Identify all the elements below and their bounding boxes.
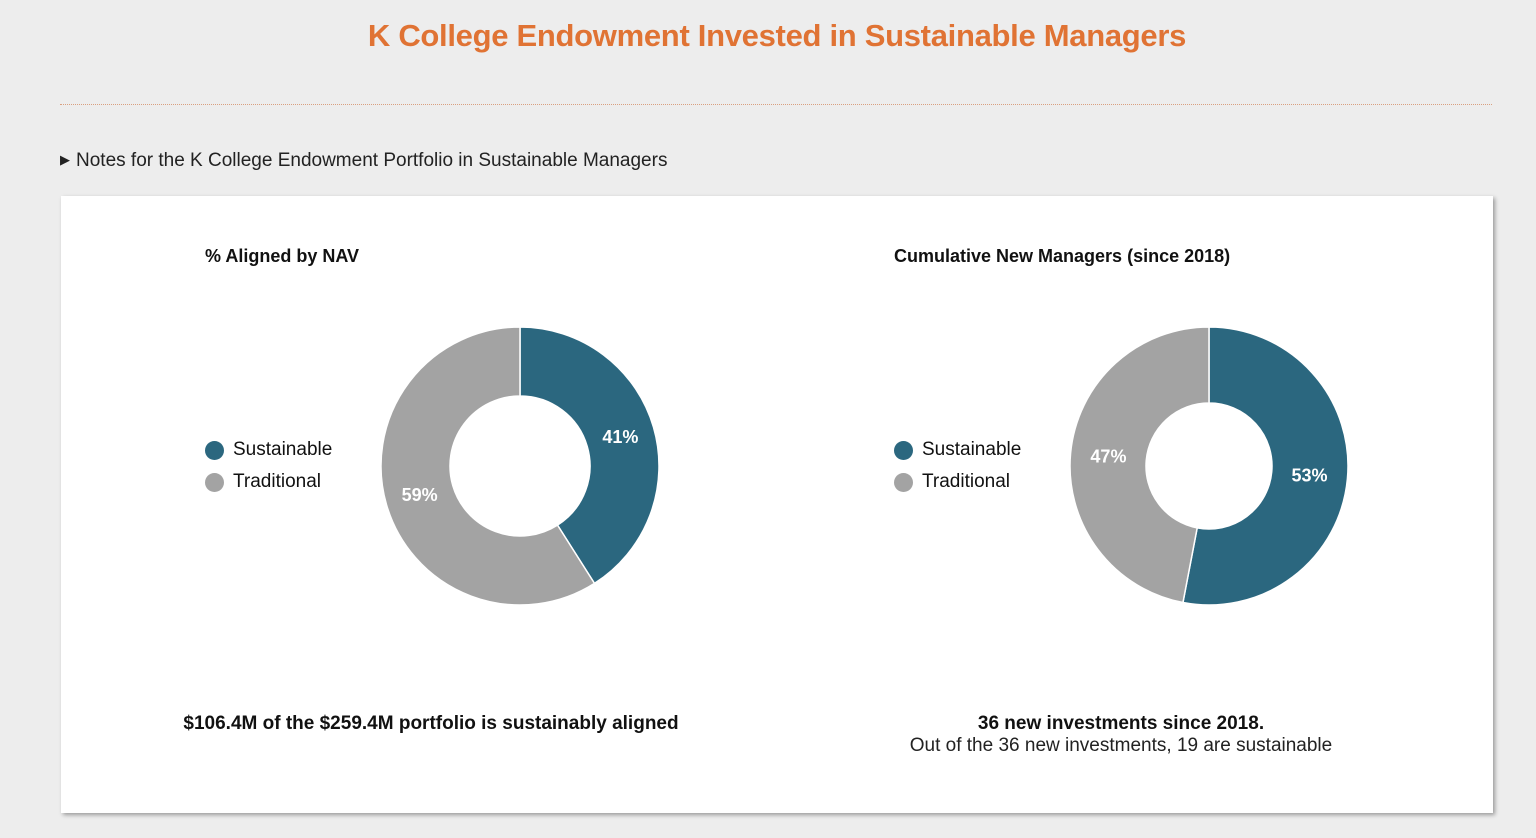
- legend-dot-icon: [205, 472, 224, 492]
- notes-disclosure[interactable]: ▶ Notes for the K College Endowment Portf…: [60, 150, 667, 172]
- notes-label: Notes for the K College Endowment Portfo…: [76, 150, 668, 171]
- legend-label: Traditional: [233, 471, 322, 492]
- legend-item-traditional[interactable]: Traditional: [894, 466, 1021, 498]
- footer-managers: 36 new investments since 2018. Out of th…: [821, 713, 1421, 757]
- footer-nav: $106.4M of the $259.4M portfolio is sust…: [121, 713, 741, 735]
- legend-dot-icon: [894, 472, 913, 492]
- donut-slice-traditional[interactable]: [380, 326, 596, 606]
- legend-item-traditional[interactable]: Traditional: [205, 466, 332, 498]
- donut-charts: 41% 59% 53% 47%: [380, 326, 1349, 606]
- legend-label: Sustainable: [233, 439, 333, 460]
- legend-dot-icon: [205, 440, 224, 460]
- page-title: K College Endowment Invested in Sustaina…: [367, 18, 1187, 53]
- legend-item-sustainable[interactable]: Sustainable: [894, 434, 1021, 466]
- divider: [60, 104, 1492, 105]
- data-label: 59%: [402, 485, 438, 505]
- legend-nav: Sustainable Traditional: [205, 434, 332, 498]
- data-label: 41%: [602, 427, 638, 447]
- footer-summary: 36 new investments since 2018.: [977, 713, 1265, 734]
- footer-detail: Out of the 36 new investments, 19 are su…: [909, 735, 1333, 756]
- donut-slice-traditional[interactable]: [1069, 326, 1210, 604]
- donut-slice-sustainable[interactable]: [1182, 326, 1349, 606]
- legend-label: Traditional: [922, 471, 1011, 492]
- charts-card: % Aligned by NAV Cumulative New Managers…: [61, 196, 1493, 813]
- legend-item-sustainable[interactable]: Sustainable: [205, 434, 332, 466]
- legend-managers: Sustainable Traditional: [894, 434, 1021, 498]
- chart-title-nav: % Aligned by NAV: [205, 246, 360, 266]
- data-label: 47%: [1090, 446, 1126, 466]
- legend-dot-icon: [894, 440, 913, 460]
- data-label: 53%: [1292, 466, 1328, 486]
- legend-label: Sustainable: [922, 439, 1022, 460]
- donut-slice-sustainable[interactable]: [519, 326, 660, 585]
- disclosure-triangle-icon: ▶: [60, 152, 70, 167]
- chart-title-managers: Cumulative New Managers (since 2018): [894, 246, 1231, 266]
- footer-summary: $106.4M of the $259.4M portfolio is sust…: [183, 713, 679, 734]
